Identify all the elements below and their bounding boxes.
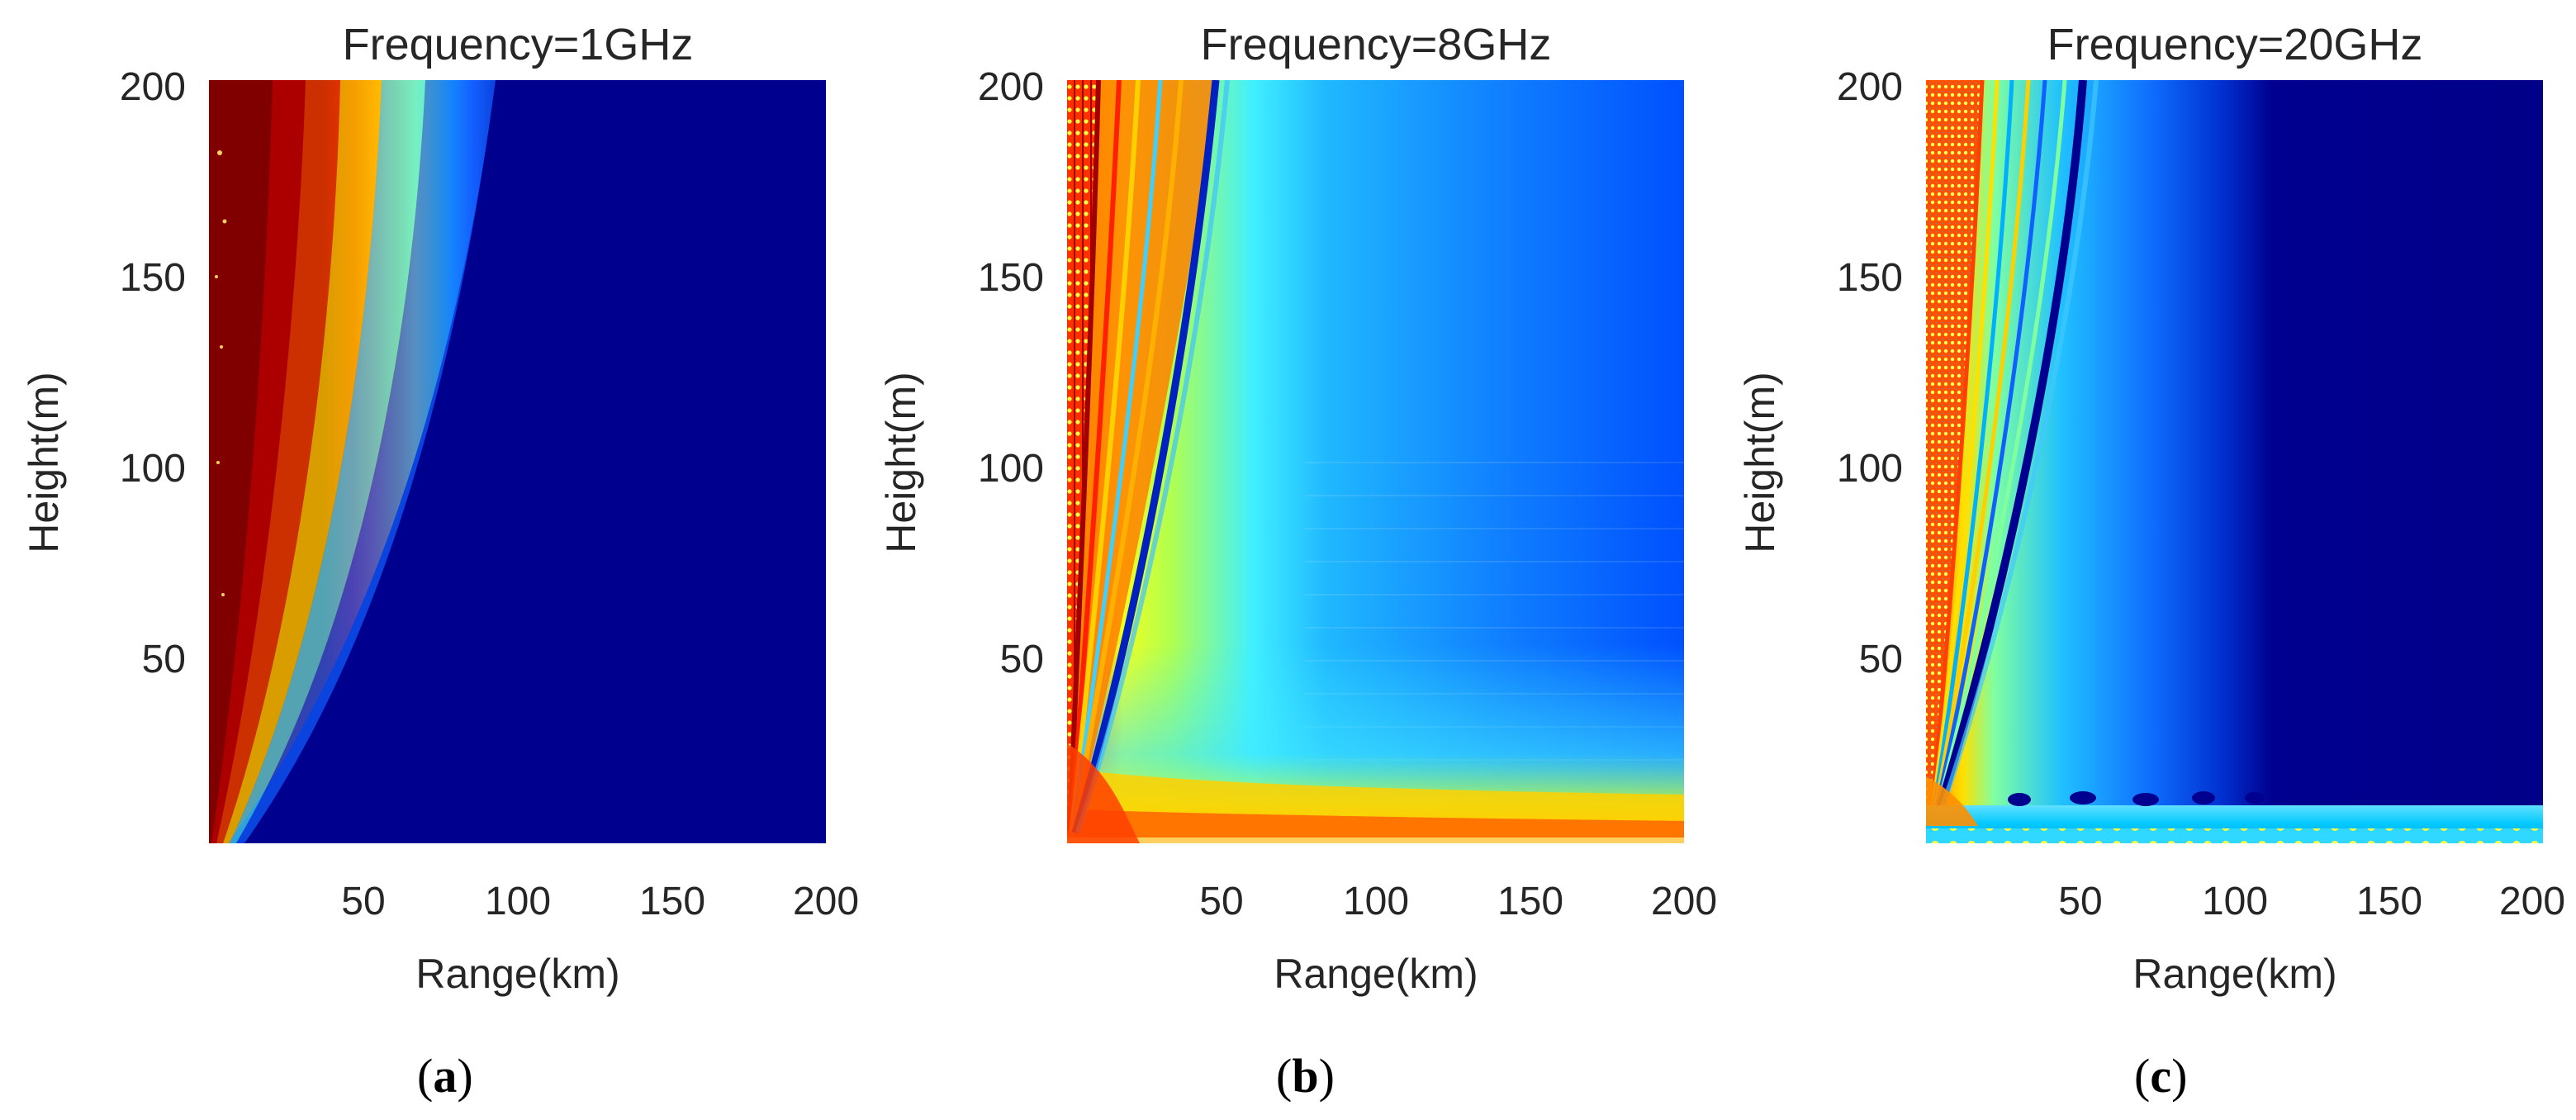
y-tick-label: 100 xyxy=(1837,447,1903,491)
y-axis-label: Height(m) xyxy=(21,372,67,553)
heatmap-c xyxy=(1926,80,2543,843)
caption-c: (c) xyxy=(2134,1049,2187,1103)
heatmap-b xyxy=(1067,80,1684,843)
heatmap-a xyxy=(209,80,826,843)
y-axis-label: Height(m) xyxy=(878,372,924,553)
x-tick-label: 150 xyxy=(1497,880,1563,923)
chart-title: Frequency=1GHz xyxy=(343,20,694,69)
y-tick-label: 50 xyxy=(1859,638,1903,681)
x-tick-label: 50 xyxy=(341,880,385,923)
caption-paren: ( xyxy=(2134,1049,2150,1103)
caption-paren: ) xyxy=(457,1049,472,1103)
caption-letter: b xyxy=(1292,1049,1318,1103)
x-axis-label: Range(km) xyxy=(2132,951,2336,997)
x-tick-label: 100 xyxy=(1343,880,1409,923)
caption-letter: a xyxy=(433,1049,457,1103)
x-tick-label: 150 xyxy=(2356,880,2422,923)
x-axis-label: Range(km) xyxy=(415,951,619,997)
y-tick-label: 200 xyxy=(978,65,1044,109)
chart-title: Frequency=20GHz xyxy=(2047,20,2423,69)
y-tick-label: 150 xyxy=(978,256,1044,300)
axes-b: 50 100 150 200 50 100 150 200 Range(km) … xyxy=(878,20,1717,997)
y-tick-label: 200 xyxy=(120,65,186,109)
caption-paren: ) xyxy=(2171,1049,2187,1103)
x-axis-label: Range(km) xyxy=(1274,951,1478,997)
x-tick-label: 50 xyxy=(2058,880,2102,923)
caption-a: (a) xyxy=(417,1049,473,1103)
y-axis-label: Height(m) xyxy=(1737,372,1783,553)
caption-letter: c xyxy=(2150,1049,2171,1103)
y-tick-label: 50 xyxy=(1000,638,1044,681)
caption-paren: ) xyxy=(1319,1049,1335,1103)
panel-c: 50 100 150 200 50 100 150 200 Range(km) … xyxy=(1737,20,2565,1103)
caption-paren: ( xyxy=(1276,1049,1292,1103)
caption-paren: ( xyxy=(417,1049,433,1103)
x-tick-label: 200 xyxy=(2499,880,2565,923)
panel-b: 50 100 150 200 50 100 150 200 Range(km) … xyxy=(878,20,1717,1103)
panel-a: 50 100 150 200 50 100 150 200 Range(km) … xyxy=(21,20,859,1103)
y-tick-label: 150 xyxy=(120,256,186,300)
y-tick-label: 50 xyxy=(142,638,186,681)
x-tick-label: 100 xyxy=(485,880,551,923)
chart-title: Frequency=8GHz xyxy=(1201,20,1552,69)
y-tick-label: 200 xyxy=(1837,65,1903,109)
y-tick-label: 150 xyxy=(1837,256,1903,300)
caption-b: (b) xyxy=(1276,1049,1335,1103)
x-tick-label: 100 xyxy=(2202,880,2268,923)
axes-a: 50 100 150 200 50 100 150 200 Range(km) … xyxy=(21,20,859,997)
y-tick-label: 100 xyxy=(120,447,186,491)
axes-c: 50 100 150 200 50 100 150 200 Range(km) … xyxy=(1737,20,2565,997)
x-tick-label: 50 xyxy=(1199,880,1243,923)
x-tick-label: 200 xyxy=(793,880,859,923)
y-tick-label: 100 xyxy=(978,447,1044,491)
x-tick-label: 150 xyxy=(639,880,705,923)
x-tick-label: 200 xyxy=(1651,880,1717,923)
